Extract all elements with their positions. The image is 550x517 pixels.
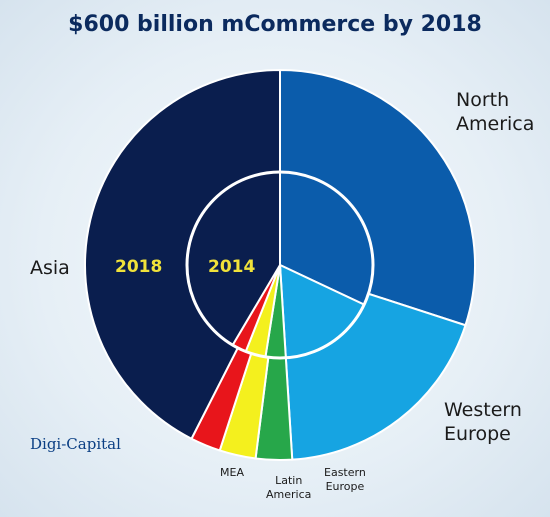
label-mea: MEA — [220, 466, 244, 479]
ring-label-2018: 2018 — [115, 257, 163, 277]
label-asia: Asia — [30, 257, 70, 279]
label-latin-america: Latin America — [266, 474, 312, 501]
label-eastern-europe: Eastern Europe — [324, 466, 366, 493]
chart-title: $600 billion mCommerce by 2018 — [68, 12, 482, 37]
digi-capital-logo: Digi-Capital — [30, 435, 121, 453]
ring-label-2014: 2014 — [208, 257, 256, 277]
outer-slice-asia — [84, 68, 281, 441]
inner-ring-outline — [185, 170, 375, 360]
label-north-america: North America — [456, 89, 535, 135]
label-western-europe: Western Europe — [444, 399, 522, 445]
